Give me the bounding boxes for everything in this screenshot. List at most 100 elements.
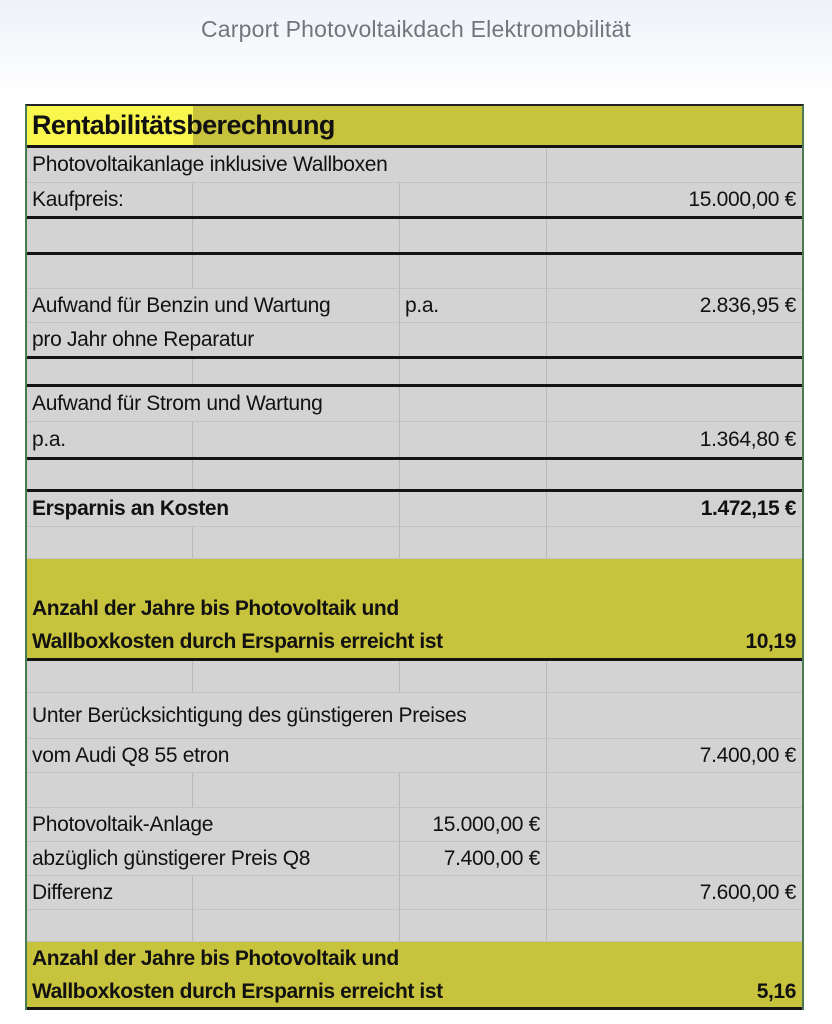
sheet-title-cell: Rentabilitätsberechnung [27, 106, 335, 145]
table-row: Anzahl der Jahre bis Photovoltaik und [27, 942, 802, 976]
table-row: Wallboxkosten durch Ersparnis erreicht i… [27, 626, 802, 661]
label-cell: vom Audi Q8 55 etron [27, 739, 547, 772]
table-row [27, 460, 802, 492]
value-cell: 7.400,00 € [699, 743, 797, 767]
label-cell: p.a. [27, 422, 193, 457]
table-row: Unter Berücksichtigung des günstigeren P… [27, 693, 802, 739]
empty-cell [27, 773, 193, 807]
table-row: pro Jahr ohne Reparatur [27, 323, 802, 359]
empty-cell [547, 773, 802, 807]
empty-cell [400, 492, 547, 526]
table-row: Anzahl der Jahre bis Photovoltaik und [27, 592, 802, 626]
empty-cell [400, 359, 547, 384]
empty-cell [547, 323, 802, 356]
empty-cell [400, 422, 547, 457]
value-cell: 15.000,00 € [400, 808, 547, 841]
page-header-background [0, 0, 832, 100]
label-cell: Aufwand für Benzin und Wartung [27, 289, 400, 322]
empty-cell [547, 219, 802, 252]
label-cell: Photovoltaik-Anlage [27, 808, 400, 841]
label-cell: Photovoltaikanlage inklusive Wallboxen [27, 148, 547, 182]
empty-cell [193, 255, 400, 288]
value-cell: 2.836,95 € [699, 293, 797, 317]
empty-cell [27, 359, 193, 384]
value-cell: 1.472,15 € [700, 497, 797, 520]
empty-cell [193, 773, 400, 807]
table-row: vom Audi Q8 55 etron 7.400,00 € [27, 739, 802, 773]
empty-cell [27, 460, 193, 489]
empty-cell [27, 527, 193, 558]
table-row: Photovoltaikanlage inklusive Wallboxen [27, 148, 802, 183]
value-cell: 1.364,80 € [699, 427, 797, 451]
label-cell: Wallboxkosten durch Ersparnis erreicht i… [32, 630, 443, 653]
label-cell: Unter Berücksichtigung des günstigeren P… [27, 693, 547, 738]
label-cell: abzüglich günstigerer Preis Q8 [27, 842, 400, 875]
empty-cell [547, 255, 802, 288]
empty-cell [193, 661, 400, 692]
value-cell: 7.400,00 € [400, 842, 547, 875]
empty-cell [400, 527, 547, 558]
empty-cell [27, 255, 193, 288]
table-row [27, 559, 802, 592]
label-cell: Anzahl der Jahre bis Photovoltaik und [32, 947, 399, 970]
table-row [27, 527, 802, 559]
empty-cell [547, 527, 802, 558]
empty-cell [27, 219, 193, 252]
table-row [27, 661, 802, 693]
table-row: Photovoltaik-Anlage 15.000,00 € [27, 808, 802, 842]
empty-cell [400, 387, 547, 421]
label-cell: p.a. [400, 289, 547, 322]
spreadsheet: Rentabilitätsberechnung Photovoltaikanlag… [25, 104, 804, 1010]
value-cell: 5,16 [756, 979, 797, 1003]
table-row: abzüglich günstigerer Preis Q8 7.400,00 € [27, 842, 802, 876]
empty-cell [400, 255, 547, 288]
empty-cell [27, 661, 193, 692]
empty-cell [547, 387, 802, 421]
table-row [27, 219, 802, 255]
empty-cell [400, 876, 547, 909]
table-row: Aufwand für Benzin und Wartung p.a. 2.836,… [27, 289, 802, 323]
empty-cell [193, 460, 400, 489]
empty-cell [27, 910, 193, 941]
table-row: Wallboxkosten durch Ersparnis erreicht i… [27, 976, 802, 1010]
empty-cell [400, 661, 547, 692]
table-row [27, 359, 802, 387]
label-cell: Differenz [27, 876, 193, 909]
sheet-title-row: Rentabilitätsberechnung [27, 106, 802, 148]
empty-cell [400, 219, 547, 252]
table-row [27, 773, 802, 808]
table-row: Ersparnis an Kosten 1.472,15 € [27, 492, 802, 527]
empty-cell [400, 323, 547, 356]
page-title: Carport Photovoltaikdach Elektromobilitä… [200, 16, 632, 42]
empty-cell [193, 422, 400, 457]
empty-cell [547, 808, 802, 841]
empty-cell [193, 219, 400, 252]
empty-cell [547, 693, 802, 738]
empty-cell [193, 876, 400, 909]
empty-cell [547, 842, 802, 875]
empty-cell [27, 559, 802, 592]
label-cell: Wallboxkosten durch Ersparnis erreicht i… [32, 979, 443, 1003]
empty-cell [193, 183, 400, 216]
empty-cell [400, 910, 547, 941]
empty-cell [193, 910, 400, 941]
empty-cell [400, 773, 547, 807]
table-row: Aufwand für Strom und Wartung [27, 387, 802, 422]
empty-cell [547, 910, 802, 941]
table-row: p.a. 1.364,80 € [27, 422, 802, 460]
label-cell: Kaufpreis: [27, 183, 193, 216]
value-cell: 10,19 [745, 630, 796, 653]
table-row [27, 910, 802, 942]
label-cell: Anzahl der Jahre bis Photovoltaik und [32, 597, 399, 620]
table-row [27, 255, 802, 289]
empty-cell [547, 148, 802, 182]
empty-cell [547, 359, 802, 384]
empty-cell [400, 183, 547, 216]
table-row: Kaufpreis: 15.000,00 € [27, 183, 802, 219]
label-cell: pro Jahr ohne Reparatur [27, 323, 400, 356]
empty-cell [547, 661, 802, 692]
table-row: Differenz 7.600,00 € [27, 876, 802, 910]
empty-cell [547, 460, 802, 489]
label-cell: Ersparnis an Kosten [27, 492, 400, 526]
empty-cell [193, 527, 400, 558]
